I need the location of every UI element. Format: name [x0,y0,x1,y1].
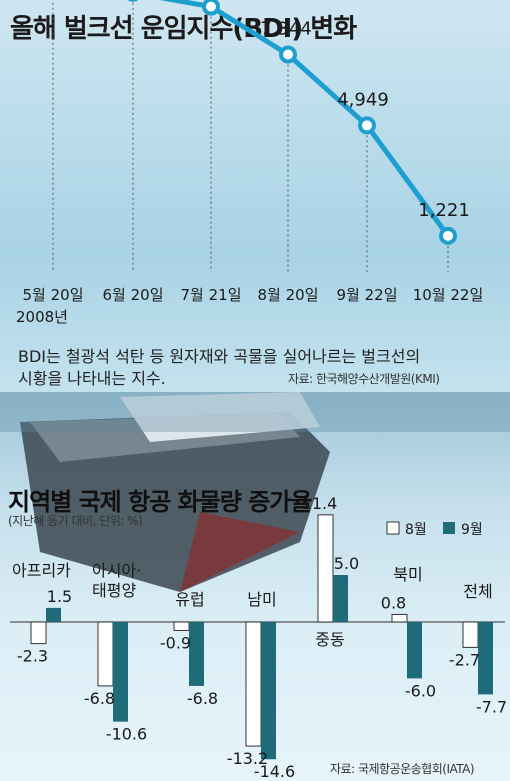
bdi-point [358,116,376,135]
bar-aug [462,621,479,648]
bar-value-label-aug: -2.7 [449,650,480,669]
bar-value-label-sep: 5.0 [334,554,359,573]
legend-label-sep: 9월 [461,522,483,538]
bdi-point [279,45,297,64]
bar-sep [333,575,348,622]
bar-value-label-sep: 1.5 [47,587,72,606]
bdi-panel [0,0,510,392]
bar-value-label-aug: 11.4 [302,494,338,513]
bar-category-label: 아시아· [92,561,141,580]
bar-sep [478,622,493,695]
bar-value-label-sep: -6.0 [405,681,436,700]
bdi-point [202,0,220,16]
cargo-title: 지역별 국제 항공 화물량 증가율 [8,488,312,516]
bar-category-label: 전체 [463,582,492,601]
bar-aug [317,514,334,623]
cargo-subtitle: (지난해 동기 대비, 단위: %) [8,514,143,528]
bdi-x-tick-label: 6월 20일 [103,286,164,304]
bar-aug [97,621,114,687]
bar-sep [189,622,204,686]
bar-aug [245,621,262,747]
legend-swatch-sep [443,522,455,534]
bar-value-label-aug: 0.8 [381,593,406,612]
bdi-x-tick-label: 10월 22일 [413,286,484,304]
bar-value-label-aug: -2.3 [17,647,48,666]
bdi-x-tick-label: 5월 20일 [23,286,84,304]
bdi-value-label: 1,221 [418,200,470,221]
bar-value-label-sep: -7.7 [476,697,507,716]
bar-aug [391,613,408,623]
bdi-year-label: 2008년 [16,308,68,326]
bar-sep [46,607,61,622]
bar-value-label-aug: -0.9 [160,633,191,652]
bdi-point [439,226,457,245]
bar-category-label: 유럽 [175,590,204,609]
bar-category-label: 중동 [315,630,344,649]
bar-value-label-sep: -10.6 [106,725,147,744]
bar-category-label: 아프리카 [12,561,71,580]
bar-sep [407,622,422,679]
bar-aug [173,621,190,631]
cargo-source: 자료: 국제항공운송협회(IATA) [330,762,475,776]
bdi-title: 올해 벌크선 운임지수(BDI) 변화 [10,14,357,44]
bdi-source: 자료: 한국해양수산개발원(KMI) [288,372,440,386]
bdi-x-tick-label: 7월 21일 [181,286,242,304]
legend-swatch-aug [386,521,400,535]
bar-value-label-sep: -6.8 [187,689,218,708]
bar-aug [30,621,47,645]
bdi-x-tick-label: 9월 22일 [337,286,398,304]
bar-category-label: 태평양 [92,581,136,600]
bar-category-label: 북미 [393,565,422,584]
bar-category-label: 남미 [247,590,276,609]
bar-sep [113,622,128,722]
cargo-bar-chart: 8월 9월 -2.3 1.5 아프리카 -6.8 -10.6 아시아·태평양 -0.9 -6.8 유… [10,494,507,781]
bdi-value-label: 4,949 [337,89,389,110]
bar-value-label-aug: -6.8 [84,689,115,708]
bdi-series-line [159,0,451,238]
bdi-x-tick-label: 8월 20일 [258,286,319,304]
bdi-note: BDI는 철광석 석탄 등 원자재와 곡물을 실어나르는 벌크선의 시황을 나타… [18,347,421,388]
bar-sep [261,622,276,760]
bar-value-label-sep: -14.6 [254,762,295,781]
bdi-value-label: 7,344 [260,19,312,40]
bar-value-label-aug: -13.2 [227,749,268,768]
legend-label-aug: 8월 [405,522,427,538]
